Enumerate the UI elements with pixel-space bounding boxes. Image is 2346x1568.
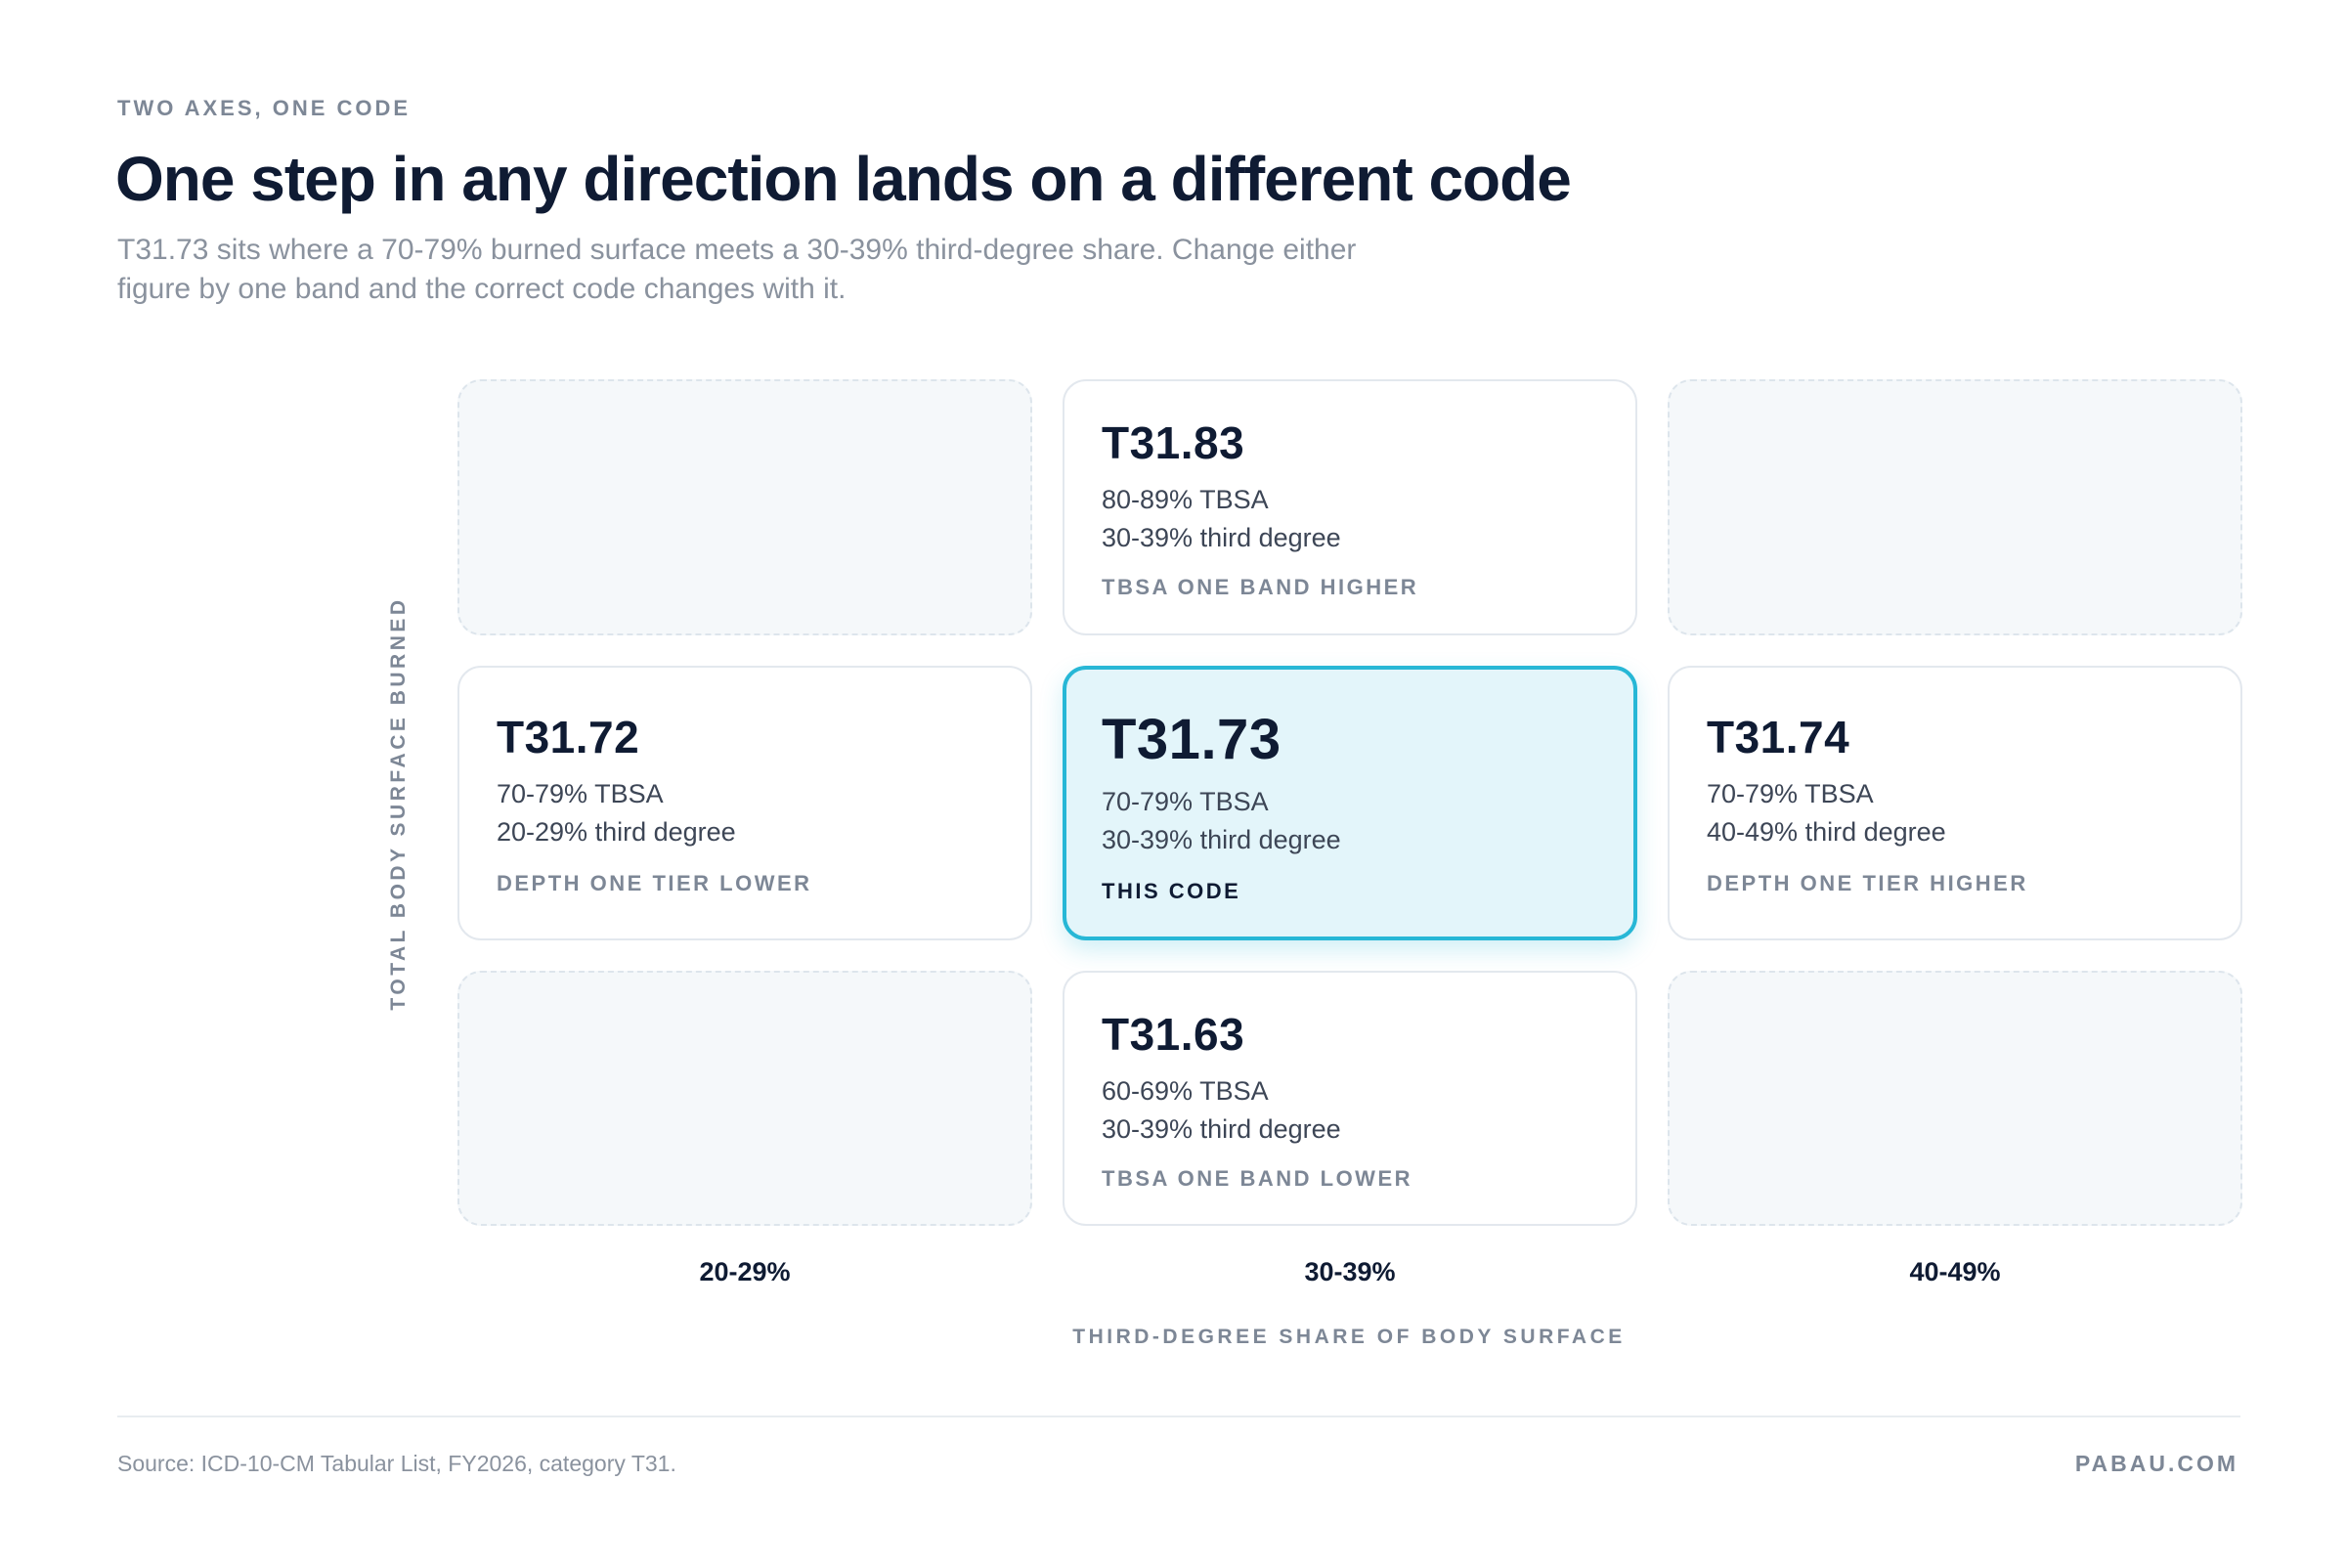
- code-label: T31.74: [1707, 712, 1850, 762]
- x-axis-label: THIRD-DEGREE SHARE OF BODY SURFACE: [1072, 1326, 1626, 1348]
- relation-tag: DEPTH ONE TIER LOWER: [497, 871, 812, 895]
- column-label-20-29: 20-29%: [699, 1257, 791, 1286]
- page-title: One step in any direction lands on a dif…: [115, 144, 1572, 214]
- tbsa-range: 60-69% TBSA: [1102, 1076, 1269, 1106]
- tbsa-range: 70-79% TBSA: [1102, 787, 1269, 816]
- depth-range: 30-39% third degree: [1102, 523, 1341, 552]
- code-card-left: T31.72 70-79% TBSA 20-29% third degree D…: [457, 666, 1032, 940]
- page-subtitle: T31.73 sits where a 70-79% burned surfac…: [117, 234, 1357, 305]
- code-card-top: T31.83 80-89% TBSA 30-39% third degree T…: [1063, 379, 1637, 635]
- brand-link[interactable]: PABAU.COM: [2074, 1451, 2238, 1476]
- relation-tag: TBSA ONE BAND HIGHER: [1102, 575, 1419, 599]
- eyebrow-label: TWO AXES, ONE CODE: [117, 96, 412, 120]
- relation-tag: THIS CODE: [1102, 879, 1241, 903]
- code-label: T31.63: [1102, 1009, 1245, 1060]
- tbsa-range: 80-89% TBSA: [1102, 485, 1269, 514]
- column-label-30-39: 30-39%: [1304, 1257, 1396, 1286]
- y-axis-label: TOTAL BODY SURFACE BURNED: [387, 596, 410, 1011]
- column-label-40-49: 40-49%: [1909, 1257, 2001, 1286]
- code-card-center-highlighted: T31.73 70-79% TBSA 30-39% third degree T…: [1063, 666, 1637, 940]
- empty-cell-top-right: [1668, 379, 2242, 635]
- empty-cell-bottom-right: [1668, 971, 2242, 1226]
- source-note: Source: ICD-10-CM Tabular List, FY2026, …: [117, 1451, 676, 1476]
- relation-tag: DEPTH ONE TIER HIGHER: [1707, 871, 2028, 895]
- tbsa-range: 70-79% TBSA: [1707, 779, 1874, 808]
- empty-cell-top-left: [457, 379, 1032, 635]
- code-label: T31.83: [1102, 417, 1245, 468]
- depth-range: 20-29% third degree: [497, 817, 736, 847]
- depth-range: 30-39% third degree: [1102, 825, 1341, 854]
- empty-cell-bottom-left: [457, 971, 1032, 1226]
- tbsa-range: 70-79% TBSA: [497, 779, 664, 808]
- relation-tag: TBSA ONE BAND LOWER: [1102, 1166, 1413, 1191]
- code-card-right: T31.74 70-79% TBSA 40-49% third degree D…: [1668, 666, 2242, 940]
- depth-range: 30-39% third degree: [1102, 1114, 1341, 1144]
- code-card-bottom: T31.63 60-69% TBSA 30-39% third degree T…: [1063, 971, 1637, 1226]
- code-label: T31.73: [1102, 708, 1282, 771]
- footer-divider: [117, 1416, 2240, 1417]
- code-label: T31.72: [497, 712, 640, 762]
- depth-range: 40-49% third degree: [1707, 817, 1946, 847]
